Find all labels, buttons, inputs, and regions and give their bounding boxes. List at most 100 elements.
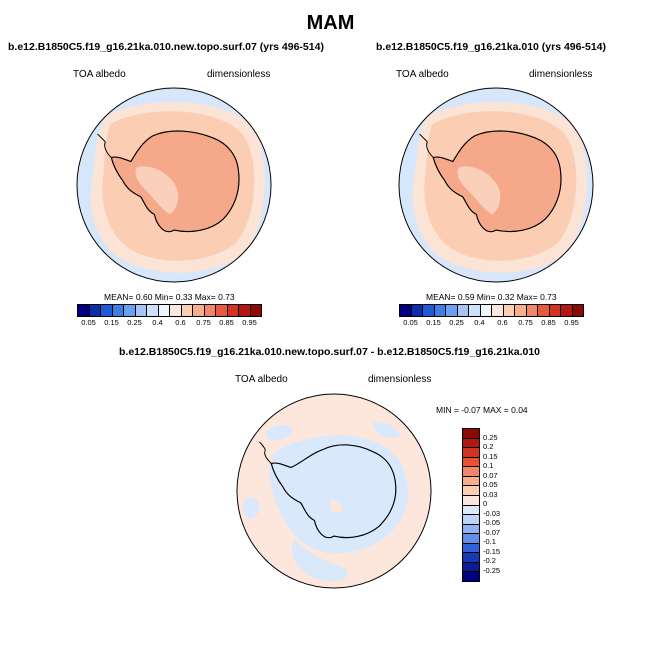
cbd-tick-3: 0.1 [483, 461, 494, 470]
colorbar-swatch [537, 305, 549, 316]
cb2-tick-2: 0.25 [449, 318, 464, 327]
cbd-tick-12: -0.15 [483, 546, 501, 556]
colorbar-swatch [249, 305, 261, 316]
cbd-tick-6: 0.03 [483, 489, 498, 499]
antarctic-continent [432, 130, 562, 233]
cbd-tick-13: -0.2 [483, 556, 496, 565]
colorbar-swatch [422, 305, 434, 316]
colorbar-swatch [445, 305, 457, 316]
main-title: MAM [306, 12, 355, 34]
diff-colorbar-swatch [463, 447, 479, 457]
colorbar-swatch [134, 305, 146, 316]
cbd-tick-1: 0.2 [483, 442, 494, 451]
colorbar-swatch [468, 305, 480, 316]
diff-colorbar-swatch [463, 533, 479, 543]
diff-colorbar-swatch [463, 561, 479, 572]
panel-2-colorbar [399, 304, 584, 317]
cb2-tick-6: 0.85 [541, 318, 556, 327]
peninsula [259, 441, 272, 464]
negative-region-main [269, 435, 408, 554]
colorbar-swatch [514, 305, 526, 316]
cb1-tick-7: 0.95 [242, 318, 257, 327]
diff-colorbar-swatch [463, 466, 479, 476]
colorbar-swatch [410, 305, 422, 316]
cbd-tick-4: 0.07 [483, 470, 498, 480]
diff-colorbar-swatch [463, 475, 479, 486]
panel-1-stats: MEAN= 0.60 Min= 0.33 Max= 0.73 [104, 292, 235, 302]
colorbar-swatch [560, 305, 572, 316]
diff-colorbar-swatch [463, 437, 479, 448]
panel-2-variable-label: TOA albedo [396, 69, 449, 80]
diff-colorbar-swatch [463, 485, 479, 495]
cbd-tick-5: 0.05 [483, 480, 498, 489]
cb1-tick-1: 0.15 [104, 318, 119, 327]
colorbar-swatch [226, 305, 238, 316]
colorbar-swatch [400, 305, 411, 316]
panel-2-stats: MEAN= 0.59 Min= 0.32 Max= 0.73 [426, 292, 557, 302]
colorbar-swatch [571, 305, 583, 316]
colorbar-swatch [456, 305, 468, 316]
colorbar-swatch [157, 305, 169, 316]
diff-panel-title: b.e12.B1850C5.f19_g16.21ka.010.new.topo.… [119, 346, 541, 358]
diff-colorbar-swatch [463, 542, 479, 553]
diff-colorbar-swatch [463, 514, 479, 524]
antarctic-continent [270, 444, 397, 539]
colorbar-swatch [203, 305, 215, 316]
panel-2-title: b.e12.B1850C5.f19_g16.21ka.010 (yrs 496-… [376, 41, 606, 53]
negative-patch-w [243, 497, 260, 519]
diff-colorbar-swatch [463, 552, 479, 562]
diff-colorbar [462, 428, 480, 582]
cbd-tick-7: 0 [483, 499, 488, 508]
diff-colorbar-swatch [463, 523, 479, 534]
panel-1-title: b.e12.B1850C5.f19_g16.21ka.010.new.topo.… [8, 41, 324, 53]
colorbar-swatch [215, 305, 227, 316]
negative-region-south [291, 540, 348, 582]
cbd-tick-14: -0.25 [483, 565, 501, 575]
diff-colorbar-swatch [463, 571, 479, 581]
colorbar-swatch [169, 305, 181, 316]
cb2-tick-3: 0.4 [474, 318, 485, 327]
cbd-tick-0: 0.25 [483, 432, 498, 442]
peninsula [419, 133, 434, 158]
panel-1-variable-label: TOA albedo [73, 69, 126, 80]
cb2-tick-0: 0.05 [403, 318, 418, 327]
colorbar-swatch [502, 305, 514, 316]
colorbar-swatch [479, 305, 491, 316]
diff-variable-label: TOA albedo [235, 374, 288, 385]
panel-1-map [76, 87, 272, 283]
diff-colorbar-swatch [463, 504, 479, 515]
diff-colorbar-labels: 0.25 0.2 0.15 0.1 0.07 0.05 0.03 0 -0.03… [483, 428, 523, 588]
colorbar-swatch [491, 305, 503, 316]
cbd-tick-10: -0.07 [483, 527, 501, 537]
panel-2-map [398, 87, 594, 283]
colorbar-swatch [525, 305, 537, 316]
cbd-tick-9: -0.05 [483, 518, 501, 527]
cbd-tick-11: -0.1 [483, 537, 496, 546]
diff-stats: MIN = -0.07 MAX = 0.04 [436, 405, 528, 415]
peninsula [97, 133, 112, 158]
cb2-tick-5: 0.75 [518, 318, 533, 327]
plateau-region [457, 166, 501, 215]
panel-2-units-label: dimensionless [529, 69, 593, 80]
cb1-tick-4: 0.6 [175, 318, 186, 327]
colorbar-swatch [146, 305, 158, 316]
colorbar-swatch [78, 305, 89, 316]
diff-colorbar-swatch [463, 429, 479, 438]
cb2-tick-1: 0.15 [426, 318, 441, 327]
colorbar-swatch [111, 305, 123, 316]
diff-map [236, 393, 432, 589]
panel-1-colorbar-labels: 0.05 0.15 0.25 0.4 0.6 0.75 0.85 0.95 [77, 318, 262, 330]
cb1-tick-6: 0.85 [219, 318, 234, 327]
colorbar-swatch [238, 305, 250, 316]
colorbar-swatch [88, 305, 100, 316]
colorbar-swatch [180, 305, 192, 316]
cb2-tick-7: 0.95 [564, 318, 579, 327]
cb1-tick-3: 0.4 [152, 318, 163, 327]
negative-patch-nw [265, 424, 294, 441]
colorbar-swatch [192, 305, 204, 316]
panel-1-colorbar [77, 304, 262, 317]
panel-2-colorbar-labels: 0.05 0.15 0.25 0.4 0.6 0.75 0.85 0.95 [399, 318, 584, 330]
diff-colorbar-swatch [463, 494, 479, 505]
colorbar-swatch [123, 305, 135, 316]
cbd-tick-2: 0.15 [483, 451, 498, 461]
